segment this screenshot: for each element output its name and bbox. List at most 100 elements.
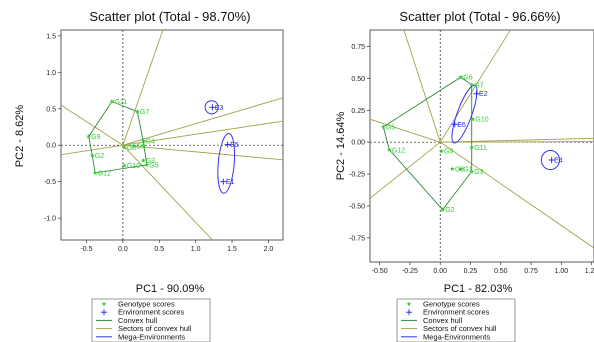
genotype-label: G9 [91, 134, 100, 141]
y-tick-label: 0.50 [351, 76, 365, 83]
genotype-point [121, 163, 127, 168]
genotype-point [470, 116, 476, 122]
x-tick-label: 0.25 [464, 268, 478, 275]
genotype-label: G9 [444, 149, 453, 156]
mega-environment-ellipse [451, 84, 478, 144]
genotype-label: G12 [98, 170, 111, 177]
environment-label: E1 [226, 179, 235, 186]
sector-ray [122, 144, 213, 240]
genotype-label: G7 [474, 82, 483, 89]
convex-hull [382, 76, 473, 211]
y-tick-label: 0.5 [46, 106, 56, 113]
x-tick-label: 1.0 [191, 246, 201, 253]
sector-ray [403, 30, 441, 143]
legend-star-icon [101, 301, 107, 307]
genotype-label: G8 [127, 145, 136, 152]
mega-environment-ellipse [540, 149, 560, 171]
genotype-point [438, 148, 444, 154]
x-tick-label: 0.50 [494, 268, 508, 275]
y-tick-label: -0.75 [349, 235, 365, 242]
y-tick-label: 0.25 [351, 108, 365, 115]
environment-point [451, 121, 458, 128]
genotype-label: G2 [95, 153, 104, 160]
chart-title: Scatter plot (Total - 98.70%) [89, 9, 250, 24]
sector-ray [440, 141, 594, 143]
genotype-label: G5 [386, 124, 395, 131]
genotype-point [144, 162, 150, 167]
y-axis-label: PC2 - 14.64% [335, 112, 347, 181]
genotype-label: G1 [463, 166, 472, 173]
x-tick-label: 1.25 [585, 268, 594, 275]
genotype-point [469, 82, 475, 87]
genotype-label: G4 [146, 138, 155, 145]
genotype-point [458, 166, 464, 172]
legend-label: Genotype scores [423, 300, 480, 309]
y-tick-label: -0.50 [349, 203, 365, 210]
y-tick-label: 0.75 [351, 44, 365, 51]
legend-label: Mega-Environments [118, 332, 185, 341]
sector-ray [61, 144, 123, 156]
genotype-point [458, 74, 464, 80]
mega-environment-ellipse [204, 100, 219, 115]
sector-ray [122, 120, 283, 146]
sector-ray [370, 141, 441, 199]
environment-label: E5 [230, 142, 239, 149]
legend-star-icon [406, 301, 412, 307]
sector-ray [61, 104, 124, 146]
genotype-label: G11 [474, 145, 487, 152]
legend-label: Genotype scores [118, 300, 175, 309]
y-tick-label: -1.0 [44, 216, 56, 223]
y-tick-label: 0.0 [46, 143, 56, 150]
environment-point [209, 104, 216, 111]
genotype-point [469, 168, 475, 174]
legend-label: Sectors of convex hull [118, 324, 192, 333]
chart-2: Scatter plot (Total - 96.66%) PC1 - 82.03… [335, 9, 594, 295]
genotype-label: G6 [136, 143, 145, 150]
sector-ray [122, 97, 283, 146]
legend-label: Convex hull [423, 316, 463, 325]
plot-frame [60, 29, 284, 241]
convex-hull [88, 100, 148, 174]
y-tick-label: 1.0 [46, 70, 56, 77]
legend-label: Mega-Environments [423, 332, 490, 341]
environment-point [220, 178, 227, 185]
environment-point [473, 90, 480, 97]
environment-label: E4 [554, 158, 563, 165]
chart-title: Scatter plot (Total - 96.66%) [399, 9, 560, 24]
x-tick-label: 1.00 [554, 268, 568, 275]
legend-label: Convex hull [118, 316, 158, 325]
genotype-label: G10 [475, 117, 488, 124]
plot-frame [369, 29, 594, 263]
y-tick-label: -0.5 [44, 179, 56, 186]
genotype-point [86, 133, 92, 139]
sector-ray [122, 30, 164, 146]
x-tick-label: 0.5 [154, 246, 164, 253]
x-tick-label: 1.5 [227, 246, 237, 253]
y-tick-label: 0.00 [351, 140, 365, 147]
environment-point [224, 141, 231, 148]
x-axis-label: PC1 - 90.09% [136, 283, 205, 295]
genotype-label: G5 [149, 162, 158, 169]
genotype-label: G3 [474, 169, 483, 176]
sector-ray [440, 137, 594, 143]
genotype-point [140, 138, 146, 143]
legend-label: Environment scores [118, 308, 185, 317]
genotype-point [140, 157, 146, 163]
genotype-label: G7 [140, 109, 149, 116]
genotype-point [380, 124, 386, 129]
x-tick-label: -0.25 [402, 268, 418, 275]
genotype-point [92, 170, 98, 176]
chart-1: Scatter plot (Total - 98.70%) PC1 - 90.09… [14, 9, 284, 295]
genotype-label: G11 [114, 99, 127, 106]
environment-label: E3 [215, 105, 224, 112]
sector-ray [439, 141, 594, 249]
genotype-label: G2 [445, 207, 454, 214]
sector-ray [122, 144, 283, 161]
genotype-label: G6 [463, 75, 472, 82]
genotype-point [469, 144, 475, 150]
